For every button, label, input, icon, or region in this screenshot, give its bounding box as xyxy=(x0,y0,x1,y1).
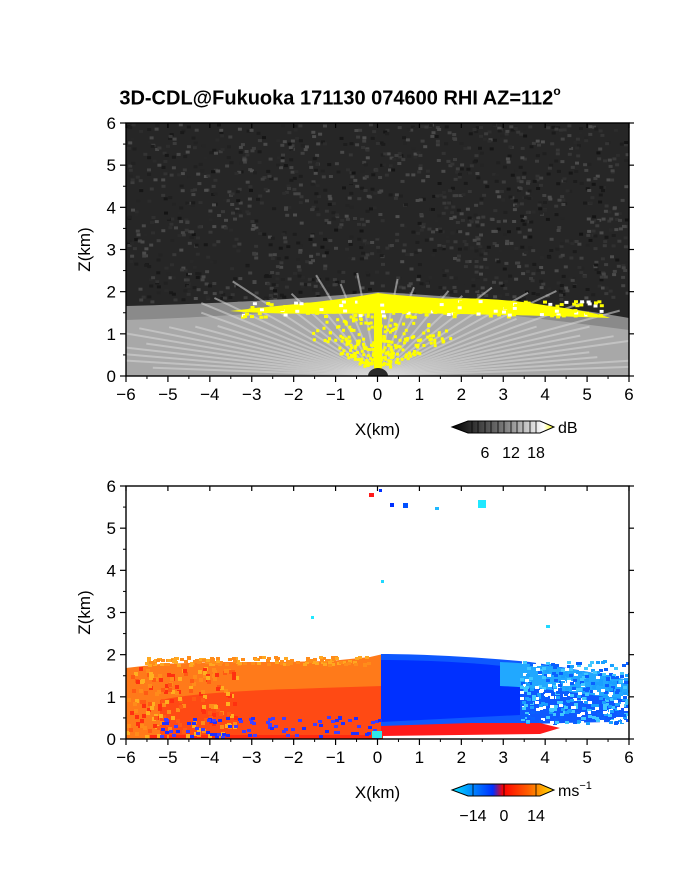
x-tick-label: 4 xyxy=(540,748,549,767)
y-tick-label: 0 xyxy=(107,367,116,386)
reflectivity-colorbar-tick: 18 xyxy=(527,445,545,462)
doppler-velocity-panel: −6 −5 −4 −3 −2 −1 0 1 2 3 4 5 6 0 1 2 3 4 5 6 X(km) Z(km) xyxy=(75,477,634,802)
reflectivity-colorbar-unit: dB xyxy=(558,420,578,437)
x-tick-label: 6 xyxy=(624,748,633,767)
doppler-colorbar-tick: 0 xyxy=(500,808,509,825)
y-tick-label: 1 xyxy=(107,688,116,707)
y-tick-label: 2 xyxy=(107,283,116,302)
x-tick-label: −6 xyxy=(116,385,135,404)
x-tick-label: −1 xyxy=(326,385,345,404)
x-tick-label: 4 xyxy=(540,385,549,404)
y-tick-label: 6 xyxy=(107,114,116,133)
doppler-colorbar-tick: 14 xyxy=(527,808,545,825)
x-tick-label: −2 xyxy=(284,748,303,767)
x-tick-label: 0 xyxy=(373,385,382,404)
y-tick-label: 4 xyxy=(107,561,116,580)
y-tick-label: 2 xyxy=(107,646,116,665)
reflectivity-field xyxy=(126,123,629,376)
doppler-velocity-field xyxy=(126,486,629,739)
x-axis-label: X(km) xyxy=(355,420,400,439)
y-tick-label: 3 xyxy=(107,241,116,260)
x-tick-label: −5 xyxy=(158,385,177,404)
x-tick-label: −3 xyxy=(242,385,261,404)
y-tick-label: 6 xyxy=(107,477,116,496)
x-tick-label: 2 xyxy=(457,748,466,767)
y-axis-label: Z(km) xyxy=(75,227,94,271)
reflectivity-colorbar-tick: 6 xyxy=(481,445,490,462)
x-tick-label: 5 xyxy=(582,748,591,767)
x-tick-label: −4 xyxy=(200,748,219,767)
x-tick-label: 2 xyxy=(457,385,466,404)
y-tick-label: 3 xyxy=(107,604,116,623)
x-tick-label: 1 xyxy=(415,748,424,767)
x-tick-label: −6 xyxy=(116,748,135,767)
x-tick-label: 3 xyxy=(499,385,508,404)
x-tick-label: −3 xyxy=(242,748,261,767)
chart-title: 3D-CDL@Fukuoka 171130 074600 RHI AZ=112o xyxy=(119,84,561,110)
y-axis-label: Z(km) xyxy=(75,590,94,634)
doppler-colorbar-unit: ms−1 xyxy=(558,780,592,800)
x-tick-label: −4 xyxy=(200,385,219,404)
reflectivity-panel: −6 −5 −4 −3 −2 −1 0 1 2 3 4 5 6 0 1 2 3 4 5 6 X(km) Z(km) xyxy=(75,114,634,439)
x-tick-label: 1 xyxy=(415,385,424,404)
reflectivity-colorbar-tick: 12 xyxy=(502,445,520,462)
x-tick-label: −1 xyxy=(326,748,345,767)
reflectivity-colorbar: dB 6 12 18 xyxy=(450,420,578,462)
y-tick-label: 1 xyxy=(107,325,116,344)
y-tick-label: 0 xyxy=(107,730,116,749)
x-tick-label: −2 xyxy=(284,385,303,404)
x-tick-label: 3 xyxy=(499,748,508,767)
x-tick-label: 6 xyxy=(624,385,633,404)
x-tick-label: −5 xyxy=(158,748,177,767)
y-tick-label: 5 xyxy=(107,519,116,538)
doppler-colorbar: ms−1 −14 0 14 xyxy=(450,780,592,825)
doppler-colorbar-tick: −14 xyxy=(459,808,486,825)
y-tick-label: 4 xyxy=(107,198,116,217)
x-tick-label: 5 xyxy=(582,385,591,404)
y-tick-label: 5 xyxy=(107,156,116,175)
x-axis-label: X(km) xyxy=(355,783,400,802)
x-tick-label: 0 xyxy=(373,748,382,767)
